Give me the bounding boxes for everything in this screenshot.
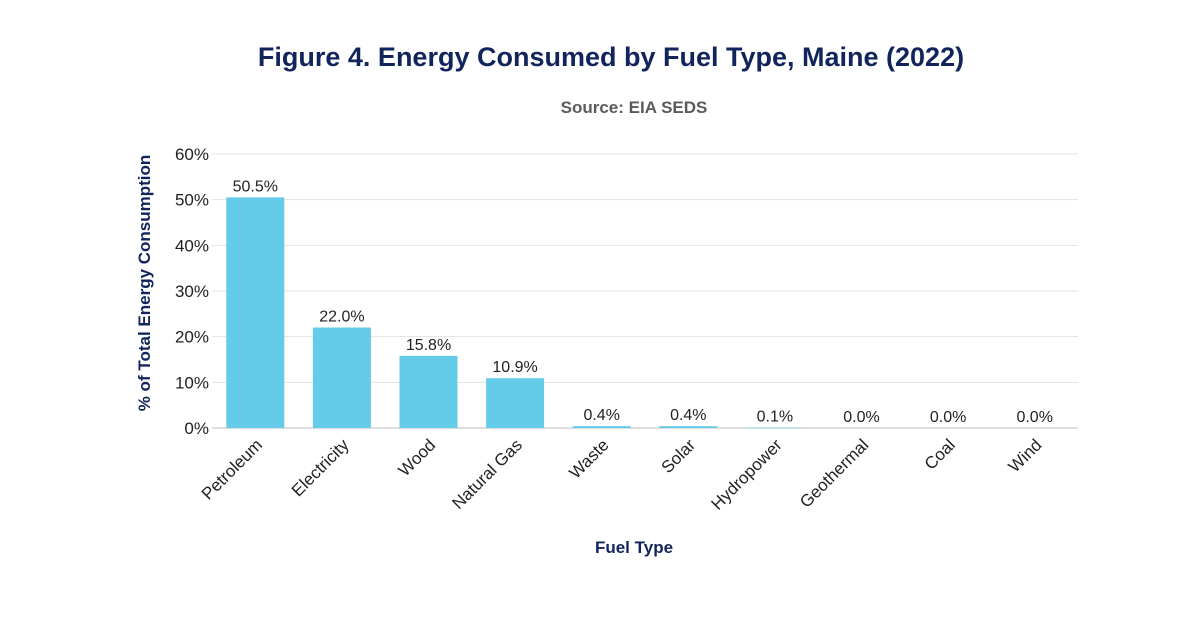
x-tick-label: Coal — [921, 435, 959, 473]
x-tick-label: Hydropower — [707, 435, 785, 513]
x-tick-label: Wood — [395, 435, 440, 480]
y-tick-label: 0% — [184, 419, 209, 438]
x-tick-label: Geothermal — [796, 435, 872, 511]
y-tick-label: 40% — [175, 236, 209, 255]
y-tick-label: 20% — [175, 328, 209, 347]
data-label: 10.9% — [492, 359, 537, 376]
x-tick-label: Petroleum — [198, 435, 266, 503]
y-tick-label: 50% — [175, 191, 209, 210]
bar-solar — [659, 426, 718, 428]
bar-petroleum — [226, 197, 285, 428]
bar-natural-gas — [486, 378, 545, 428]
bar-electricity — [312, 327, 371, 428]
x-tick-label: Waste — [565, 435, 612, 482]
data-label: 50.5% — [233, 178, 278, 195]
x-axis-title: Fuel Type — [595, 538, 673, 557]
data-label: 0.1% — [757, 409, 793, 426]
x-tick-label: Natural Gas — [448, 435, 526, 513]
x-tick-label: Electricity — [288, 435, 353, 500]
data-label: 15.8% — [406, 337, 451, 354]
chart-title: Figure 4. Energy Consumed by Fuel Type, … — [257, 42, 965, 72]
x-axis-ticks: Petroleum Electricity Wood Natural Gas Waste… — [198, 435, 1046, 514]
data-label: 0.4% — [670, 407, 706, 424]
data-label: 0.4% — [583, 407, 619, 424]
data-labels: 50.5% 22.0% 15.8% 10.9% 0.4% 0.4% 0.1% 0.0% 0.0%… — [233, 178, 1053, 426]
y-axis-title: % of Total Energy Consumption — [135, 155, 154, 412]
data-label: 0.0% — [1016, 409, 1052, 426]
y-tick-label: 10% — [175, 373, 209, 392]
y-tick-label: 60% — [175, 145, 209, 164]
bar-waste — [572, 426, 631, 428]
bar-wood — [399, 355, 458, 428]
data-label: 0.0% — [843, 409, 879, 426]
data-label: 22.0% — [319, 309, 364, 326]
chart-subtitle: Source: EIA SEDS — [560, 98, 708, 117]
gridlines — [212, 153, 1078, 429]
data-label: 0.0% — [930, 409, 966, 426]
bars — [226, 197, 804, 428]
x-tick-label: Solar — [658, 435, 700, 477]
y-axis-ticks: 0% 10% 20% 30% 40% 50% 60% — [175, 145, 209, 438]
y-tick-label: 30% — [175, 282, 209, 301]
x-tick-label: Wind — [1005, 435, 1046, 476]
